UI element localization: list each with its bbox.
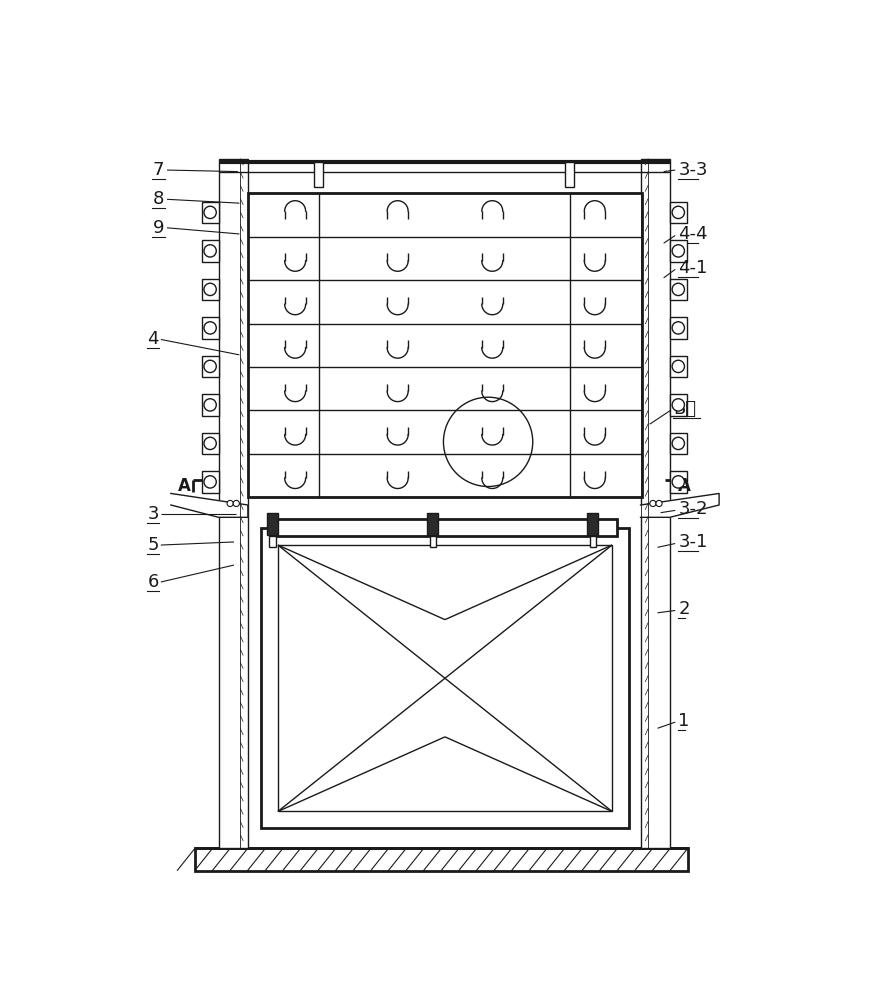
Bar (261, 528, 629, 828)
Circle shape (672, 437, 685, 450)
Bar (587, 513, 598, 535)
Bar (428, 513, 438, 535)
Text: A: A (678, 477, 691, 495)
Circle shape (672, 322, 685, 334)
Circle shape (204, 283, 216, 296)
Bar (196, 848, 688, 871)
Bar (202, 471, 219, 493)
Circle shape (672, 206, 685, 219)
Polygon shape (171, 493, 248, 517)
Circle shape (672, 399, 685, 411)
Circle shape (233, 500, 239, 507)
Text: 3: 3 (148, 505, 159, 523)
Bar (202, 433, 219, 454)
Bar (219, 158, 248, 848)
Circle shape (672, 360, 685, 373)
Bar (267, 513, 278, 535)
Polygon shape (640, 493, 720, 517)
Text: 8: 8 (153, 190, 164, 208)
Text: 3-3: 3-3 (679, 161, 707, 179)
Bar (240, 158, 248, 848)
Bar (269, 536, 275, 547)
Text: 3-2: 3-2 (679, 500, 707, 518)
Circle shape (672, 283, 685, 296)
Bar (670, 394, 687, 416)
Text: 1: 1 (679, 712, 690, 730)
Text: 5: 5 (148, 536, 159, 554)
Text: 4: 4 (148, 330, 159, 348)
Bar (670, 317, 687, 339)
Bar (202, 356, 219, 377)
Bar (670, 471, 687, 493)
Bar (202, 394, 219, 416)
Text: 4-1: 4-1 (679, 259, 707, 277)
Bar (202, 317, 219, 339)
Text: 7: 7 (153, 161, 164, 179)
Circle shape (204, 360, 216, 373)
Bar (670, 202, 687, 223)
Bar (565, 162, 574, 187)
Text: 6: 6 (148, 573, 159, 591)
Bar (202, 240, 219, 262)
Text: A: A (177, 477, 190, 495)
Bar (314, 162, 323, 187)
Bar (590, 536, 596, 547)
Bar (429, 536, 435, 547)
Text: 4-4: 4-4 (679, 225, 707, 243)
Circle shape (204, 322, 216, 334)
Bar (670, 433, 687, 454)
Bar (273, 519, 618, 536)
Text: 3-1: 3-1 (679, 533, 707, 551)
Bar (640, 158, 670, 848)
Text: 2: 2 (679, 600, 690, 618)
Bar (670, 356, 687, 377)
Circle shape (650, 500, 656, 507)
Circle shape (204, 476, 216, 488)
Circle shape (672, 245, 685, 257)
Bar (202, 279, 219, 300)
Circle shape (672, 476, 685, 488)
Circle shape (227, 500, 233, 507)
Text: B部: B部 (673, 400, 696, 418)
Circle shape (204, 399, 216, 411)
Circle shape (656, 500, 662, 507)
Bar (278, 545, 612, 811)
Text: 9: 9 (153, 219, 164, 237)
Bar (670, 279, 687, 300)
Bar (248, 193, 642, 497)
Bar (640, 158, 648, 848)
Circle shape (204, 437, 216, 450)
Bar (202, 202, 219, 223)
Circle shape (204, 206, 216, 219)
Bar (670, 240, 687, 262)
Circle shape (204, 245, 216, 257)
